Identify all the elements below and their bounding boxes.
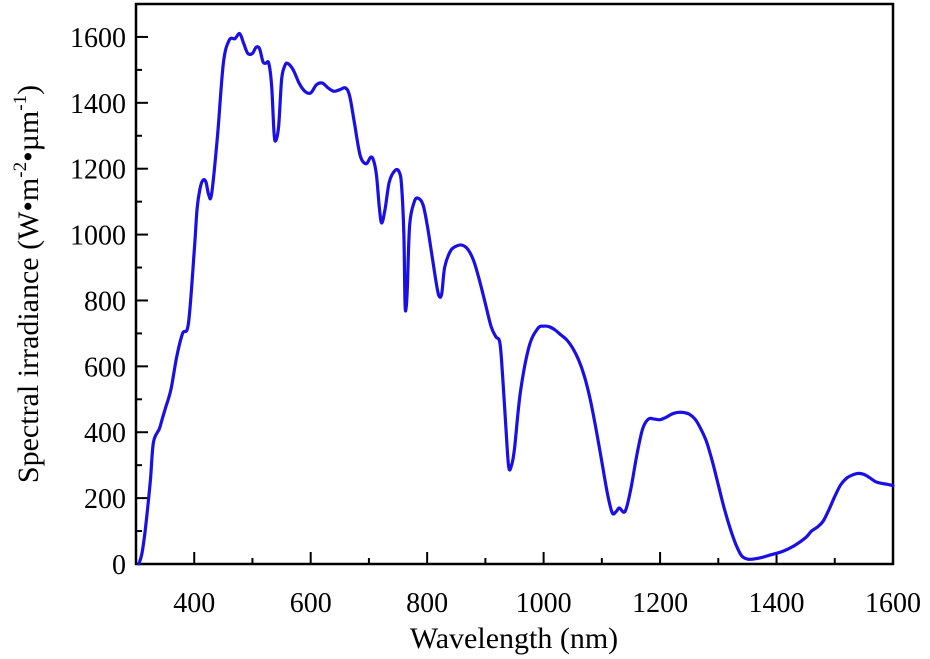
series-line <box>137 31 895 566</box>
y-axis-title-um: µm <box>12 111 45 152</box>
x-tick-label: 800 <box>406 588 448 619</box>
y-axis-title-bullet: • <box>12 151 45 162</box>
plot-frame <box>134 2 895 566</box>
y-axis-title-main: Spectral irradiance (W <box>12 211 45 483</box>
x-tick-label: 600 <box>290 588 332 619</box>
y-tick-label: 200 <box>84 484 126 515</box>
y-tick-label: 400 <box>84 418 126 449</box>
x-axis-ticks: 400 600 800 1000 1200 1400 1600 <box>135 552 921 619</box>
y-axis-title-bullet: • <box>12 201 45 212</box>
x-tick-label: 1400 <box>749 588 805 619</box>
y-axis-ticks: 0 200 400 600 800 1000 1200 1400 1600 <box>70 23 148 581</box>
y-axis-title-sup: -1 <box>10 95 31 111</box>
x-tick-label: 1200 <box>632 588 688 619</box>
y-tick-label: 0 <box>112 550 126 581</box>
y-tick-label: 1400 <box>70 89 126 120</box>
x-tick-label: 400 <box>173 588 215 619</box>
x-axis-title: Wavelength (nm) <box>410 622 618 655</box>
y-tick-label: 1200 <box>70 155 126 186</box>
y-axis-title-close: ) <box>12 85 45 95</box>
y-tick-label: 800 <box>84 286 126 317</box>
x-tick-label: 1000 <box>516 588 572 619</box>
y-tick-label: 1000 <box>70 221 126 252</box>
y-tick-label: 1600 <box>70 23 126 54</box>
y-axis-title: Spectral irradiance (W•m-2•µm-1) <box>10 85 45 483</box>
y-axis-title-sup: -2 <box>10 162 31 178</box>
y-tick-label: 600 <box>84 352 126 383</box>
x-tick-label: 1600 <box>865 588 921 619</box>
series-layer <box>137 31 895 566</box>
y-axis-title-m: m <box>12 178 45 201</box>
